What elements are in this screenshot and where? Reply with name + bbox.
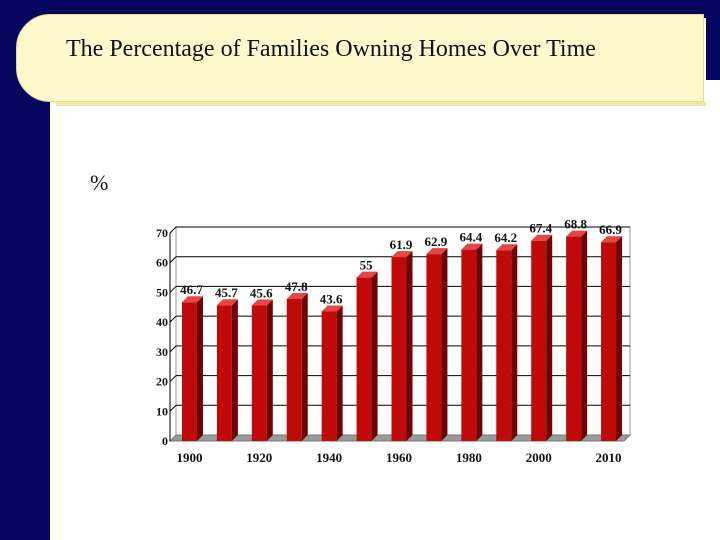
bar-side (581, 230, 588, 441)
data-label: 64.4 (459, 230, 482, 245)
bar-top (601, 236, 623, 243)
bar-side (371, 271, 378, 441)
data-label: 46.7 (180, 282, 203, 297)
bar-top (251, 299, 273, 306)
slide-title: The Percentage of Families Owning Homes … (66, 36, 596, 62)
y-tick-label: 30 (156, 345, 168, 359)
y-tick-label: 40 (156, 315, 168, 329)
bar-side (441, 248, 448, 441)
bar (286, 298, 302, 441)
gridline-depth (169, 226, 177, 234)
bar (321, 311, 337, 441)
data-label: 68.8 (564, 217, 587, 232)
gridline-depth (169, 345, 177, 353)
bar (426, 254, 442, 441)
x-tick-label: 1920 (246, 450, 272, 465)
data-label: 61.9 (390, 237, 413, 252)
data-label: 47.8 (285, 279, 308, 294)
bar-side (546, 234, 553, 441)
y-tick-label: 20 (156, 375, 168, 389)
gridline-depth (169, 256, 177, 264)
data-label: 55 (360, 258, 374, 273)
data-label: 67.4 (529, 221, 552, 236)
bar-side (231, 299, 238, 441)
bar-side (336, 305, 343, 441)
gridline-depth (169, 315, 177, 323)
bar (181, 302, 197, 441)
bar-top (461, 243, 483, 250)
bar (356, 277, 372, 441)
data-label: 66.9 (599, 222, 622, 237)
x-tick-label: 1960 (386, 450, 412, 465)
title-banner-shadow (56, 102, 706, 106)
data-label: 43.6 (320, 291, 343, 306)
bar (251, 305, 267, 441)
unit-label: % (90, 170, 109, 195)
bar-side (511, 244, 518, 441)
y-tick-label: 50 (156, 285, 168, 299)
gridline-depth (169, 375, 177, 382)
bar-side (476, 243, 483, 441)
data-label: 45.7 (215, 285, 238, 300)
navy-right-band (706, 0, 720, 80)
bar (531, 240, 547, 441)
y-tick-label: 10 (156, 404, 168, 418)
bar-top (181, 296, 203, 303)
bar (601, 242, 617, 441)
title-banner (16, 14, 704, 102)
bar-top (496, 244, 518, 251)
gridline-depth (169, 404, 177, 412)
bar-side (301, 292, 308, 441)
y-tick-label: 60 (156, 256, 168, 270)
bar-top (426, 248, 448, 255)
bar-side (616, 236, 623, 441)
x-tick-label: 1940 (316, 450, 342, 465)
x-tick-label: 1980 (456, 450, 482, 465)
bar (216, 305, 232, 441)
bar-side (406, 251, 413, 441)
x-tick-label: 2010 (596, 450, 622, 465)
data-label: 62.9 (425, 234, 448, 249)
bar-top (566, 230, 588, 237)
bar-top (391, 251, 413, 258)
bar-top (531, 234, 553, 241)
bar-top (216, 299, 238, 306)
bar-side (266, 299, 273, 441)
bar-top (321, 305, 343, 312)
bar (566, 236, 582, 441)
data-label: 45.6 (250, 286, 273, 301)
bar (391, 257, 407, 441)
data-label: 64.2 (494, 230, 517, 245)
y-tick-label: 0 (162, 434, 168, 448)
bar-top (286, 292, 308, 299)
navy-top-band (0, 0, 720, 18)
y-tick-label: 70 (156, 226, 168, 240)
bar (461, 249, 477, 441)
x-tick-label: 2000 (526, 450, 552, 465)
x-tick-label: 1900 (176, 450, 202, 465)
bar-side (196, 296, 203, 441)
bar-top (356, 271, 378, 278)
bar (496, 250, 512, 441)
gridline-depth (169, 286, 177, 293)
